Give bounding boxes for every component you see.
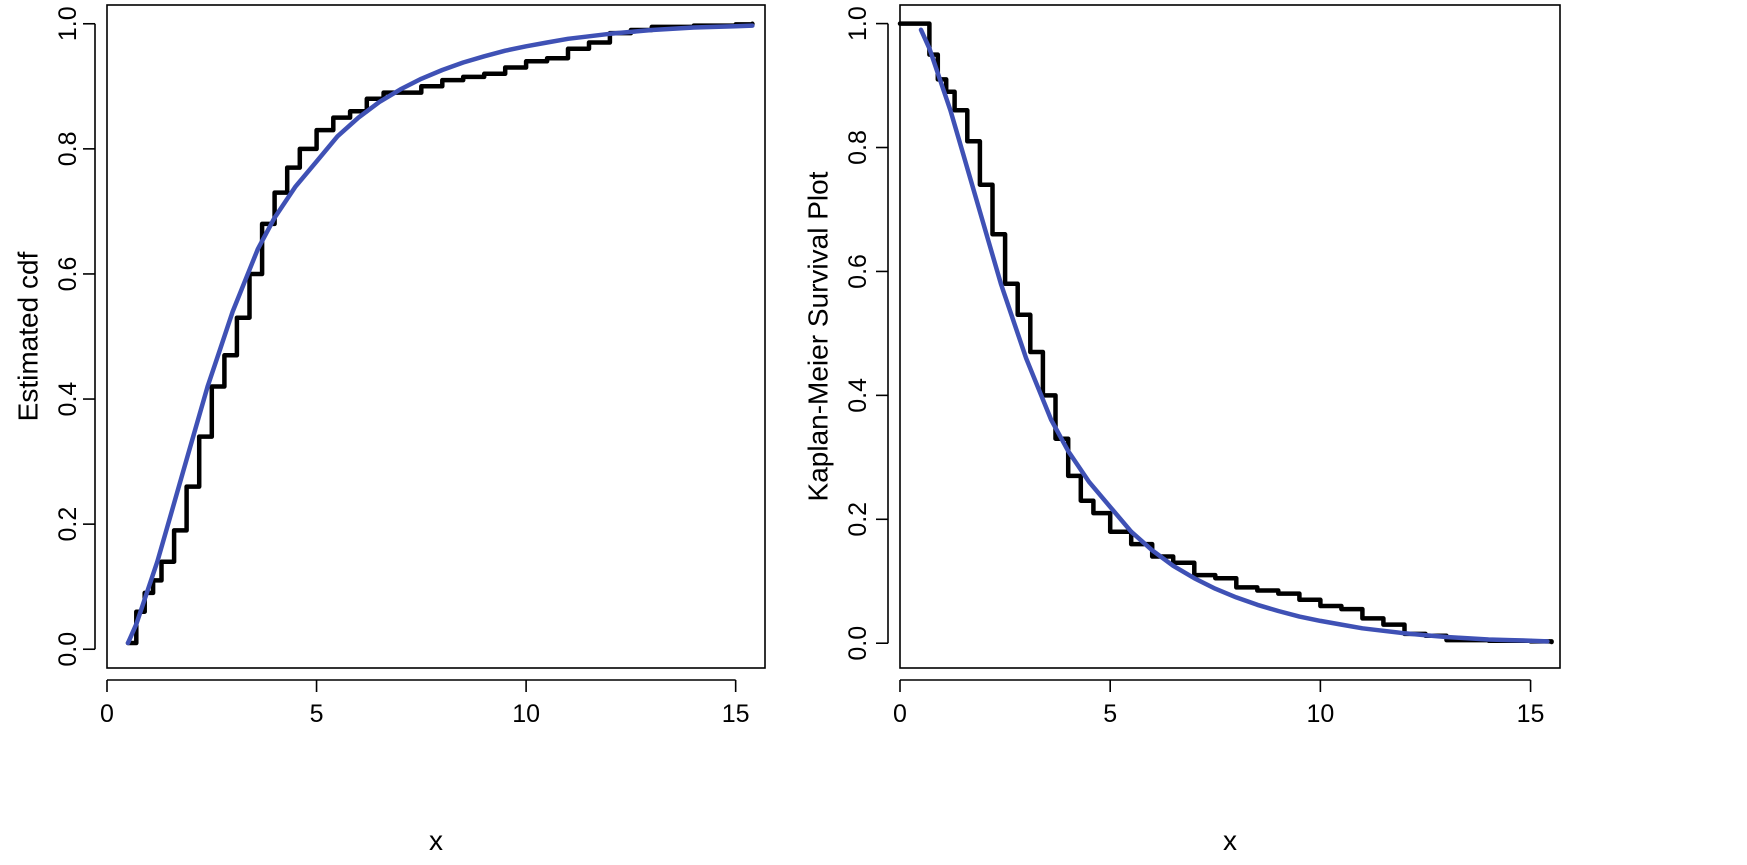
x-tick-label: 10 (1306, 700, 1334, 728)
y-tick-label: 0.6 (54, 257, 82, 292)
y-tick-label: 0.0 (54, 632, 82, 667)
x-tick-label: 10 (512, 700, 540, 728)
y-tick-label: 0.2 (844, 502, 872, 537)
x-tick-label: 5 (1103, 700, 1117, 728)
y-tick-label: 0.8 (54, 131, 82, 166)
right-panel-survival-plot: 0 5 10 15 0.0 0.2 0.4 0.6 0.8 1.0 x Kaplan-Meier Su… (803, 4, 1561, 856)
fitted-curve-line (918, 27, 1550, 644)
plot-frame (899, 4, 1561, 669)
x-tick-label: 15 (722, 700, 750, 728)
y-tick-label: 0.2 (54, 507, 82, 542)
x-tick-label: 0 (893, 700, 907, 728)
y-tick-label: 0.4 (844, 378, 872, 413)
y-tick-label: 0.8 (844, 130, 872, 165)
x-tick-label: 5 (310, 700, 324, 728)
y-axis-title: Estimated cdf (13, 251, 44, 421)
y-tick-label: 0.6 (844, 254, 872, 289)
plot-frame (106, 4, 766, 669)
x-axis-title: x (1223, 825, 1237, 856)
left-panel-cdf-plot: 0 5 10 15 0.0 0.2 0.4 0.6 0.8 1.0 x Estimated cdf (13, 4, 766, 856)
x-tick-label: 0 (100, 700, 114, 728)
y-axis-title: Kaplan-Meier Survival Plot (803, 171, 834, 501)
y-tick-label: 1.0 (844, 6, 872, 41)
x-tick-label: 15 (1517, 700, 1545, 728)
y-tick-label: 1.0 (54, 6, 82, 41)
y-tick-label: 0.0 (844, 626, 872, 661)
x-axis-title: x (429, 825, 443, 856)
fitted-curve-line (125, 23, 755, 646)
empirical-step-line (125, 21, 755, 646)
y-tick-label: 0.4 (54, 382, 82, 417)
empirical-step-line (897, 21, 1554, 645)
